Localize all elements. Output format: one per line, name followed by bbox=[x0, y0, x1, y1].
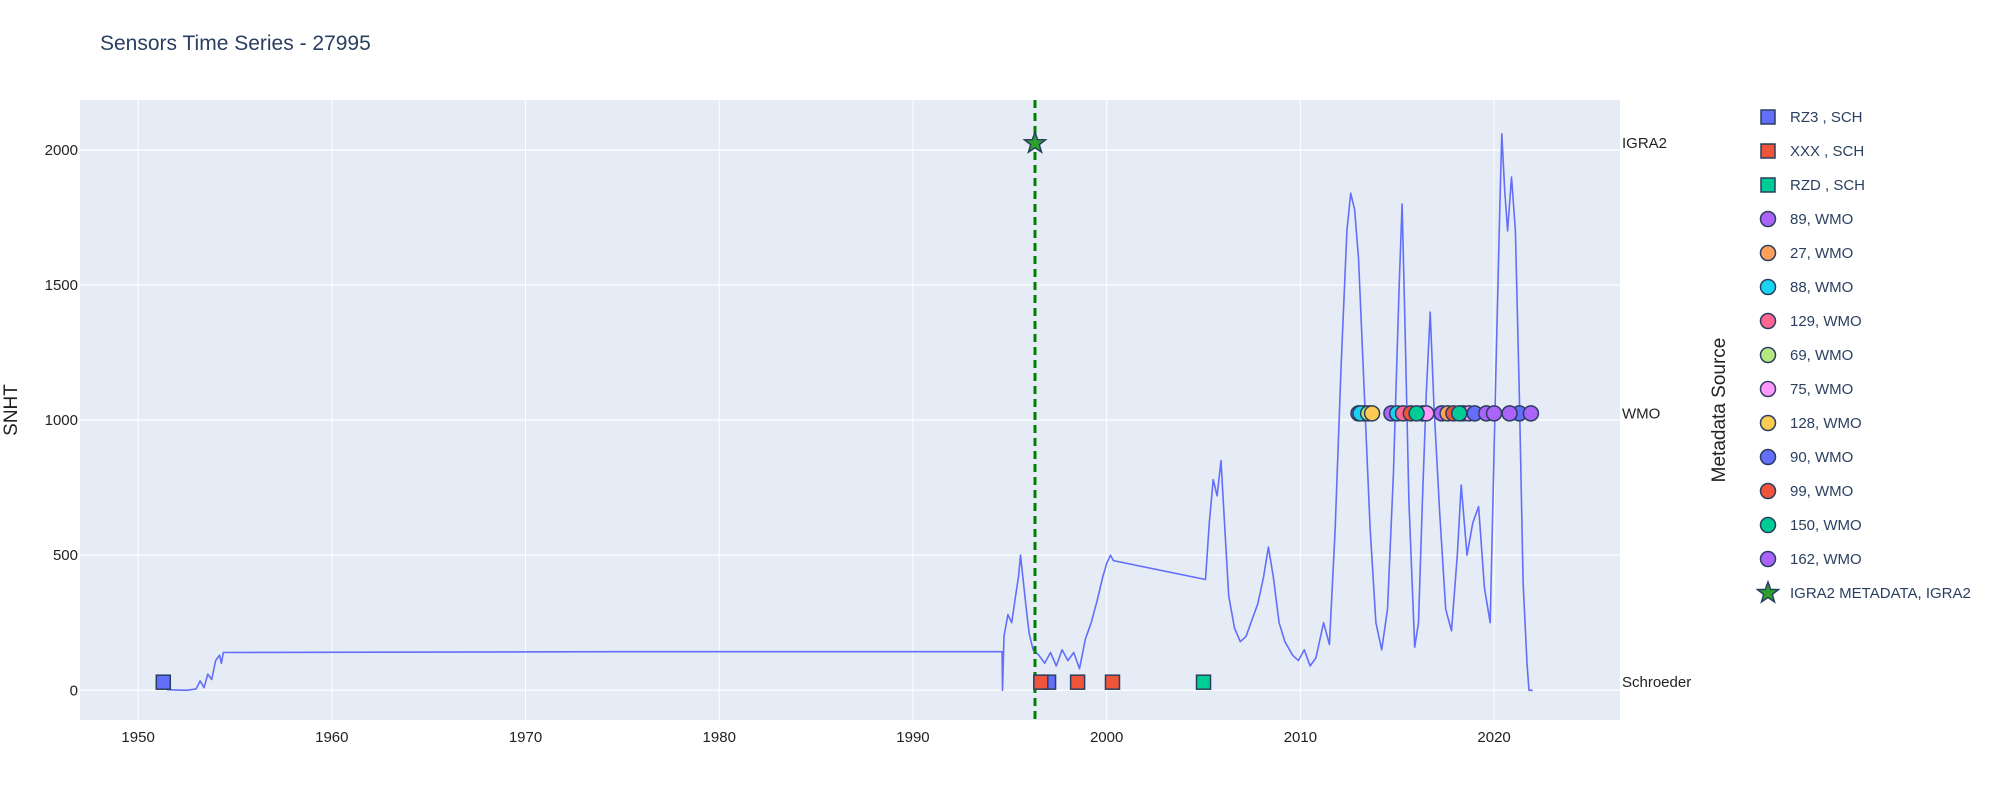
right-axis-title: Metadata Source bbox=[1709, 338, 1730, 483]
legend-label: 99, WMO bbox=[1790, 483, 1853, 500]
x-tick-label: 2020 bbox=[1477, 729, 1510, 746]
legend-label: RZD , SCH bbox=[1790, 177, 1865, 194]
legend-label: 69, WMO bbox=[1790, 347, 1853, 364]
y-tick-label: 0 bbox=[70, 682, 78, 699]
schroeder-marker bbox=[1033, 674, 1049, 690]
star-legend-symbol bbox=[1755, 579, 1781, 604]
legend-item[interactable]: 129, WMO bbox=[1759, 312, 1862, 330]
circle-legend-symbol bbox=[1759, 312, 1777, 330]
legend-item[interactable]: IGRA2 METADATA, IGRA2 bbox=[1755, 579, 1971, 604]
legend-label: 129, WMO bbox=[1790, 313, 1862, 330]
circle-legend-symbol bbox=[1759, 278, 1777, 296]
circle-legend-symbol bbox=[1759, 346, 1777, 364]
y-tick-label: 2000 bbox=[45, 142, 78, 159]
x-axis-ticks: 1950 1960 1970 1980 1990 2000 2010 2020 bbox=[121, 729, 1510, 746]
circle-legend-symbol bbox=[1759, 244, 1777, 262]
x-tick-label: 1950 bbox=[121, 729, 154, 746]
legend-item[interactable]: XXX , SCH bbox=[1760, 143, 1864, 160]
x-tick-label: 1990 bbox=[896, 729, 929, 746]
legend-item[interactable]: RZD , SCH bbox=[1760, 177, 1865, 194]
circle-legend-symbol bbox=[1759, 210, 1777, 228]
right-tick-label: WMO bbox=[1622, 405, 1660, 422]
legend-label: 128, WMO bbox=[1790, 415, 1862, 432]
y-tick-label: 1000 bbox=[45, 412, 78, 429]
legend-item[interactable]: 69, WMO bbox=[1759, 346, 1854, 364]
right-tick-label: IGRA2 bbox=[1622, 135, 1667, 152]
legend-item[interactable]: 150, WMO bbox=[1759, 516, 1862, 534]
legend-label: IGRA2 METADATA, IGRA2 bbox=[1790, 585, 1971, 602]
legend-item[interactable]: 90, WMO bbox=[1759, 448, 1854, 466]
circle-legend-symbol bbox=[1759, 482, 1777, 500]
legend-item[interactable]: 128, WMO bbox=[1759, 414, 1862, 432]
wmo-marker bbox=[1450, 405, 1468, 422]
legend-label: 162, WMO bbox=[1790, 551, 1862, 568]
x-tick-label: 1960 bbox=[315, 729, 348, 746]
legend: RZ3 , SCH XXX , SCH RZD , SCH 89, WMO 27, WM… bbox=[1755, 109, 1971, 604]
legend-item[interactable]: RZ3 , SCH bbox=[1760, 109, 1863, 126]
schroeder-marker bbox=[155, 674, 172, 690]
legend-item[interactable]: 99, WMO bbox=[1759, 482, 1854, 500]
igra2-metadata-marker bbox=[1022, 129, 1048, 154]
snht-series-line bbox=[162, 133, 1533, 692]
legend-item[interactable]: 162, WMO bbox=[1759, 550, 1862, 568]
legend-item[interactable]: 27, WMO bbox=[1759, 244, 1854, 262]
y-axis-title: SNHT bbox=[1, 384, 22, 436]
legend-label: 27, WMO bbox=[1790, 245, 1853, 262]
square-legend-symbol bbox=[1760, 143, 1776, 159]
y-axis-ticks: 0 500 1000 1500 2000 bbox=[45, 142, 78, 699]
x-tick-label: 1970 bbox=[509, 729, 542, 746]
y-tick-label: 1500 bbox=[45, 277, 78, 294]
right-axis-ticks: IGRA2 WMO Schroeder bbox=[1622, 135, 1691, 691]
y-tick-label: 500 bbox=[53, 547, 78, 564]
legend-label: 90, WMO bbox=[1790, 449, 1853, 466]
wmo-marker bbox=[1501, 405, 1518, 422]
series-layer bbox=[162, 133, 1533, 692]
wmo-marker bbox=[1522, 405, 1540, 422]
chart-title: Sensors Time Series - 27995 bbox=[100, 32, 371, 55]
marker-layer bbox=[155, 129, 1540, 690]
wmo-marker bbox=[1485, 405, 1503, 422]
circle-legend-symbol bbox=[1759, 414, 1777, 432]
circle-legend-symbol bbox=[1759, 448, 1777, 466]
circle-legend-symbol bbox=[1759, 516, 1777, 534]
legend-label: 89, WMO bbox=[1790, 211, 1853, 228]
legend-label: 75, WMO bbox=[1790, 381, 1853, 398]
square-legend-symbol bbox=[1760, 177, 1776, 193]
x-tick-label: 1980 bbox=[703, 729, 736, 746]
legend-item[interactable]: 88, WMO bbox=[1759, 278, 1854, 296]
x-tick-label: 2000 bbox=[1090, 729, 1123, 746]
legend-label: XXX , SCH bbox=[1790, 143, 1864, 160]
legend-item[interactable]: 75, WMO bbox=[1759, 380, 1854, 398]
legend-label: 88, WMO bbox=[1790, 279, 1853, 296]
legend-label: RZ3 , SCH bbox=[1790, 109, 1863, 126]
schroeder-marker bbox=[1104, 674, 1121, 690]
square-legend-symbol bbox=[1760, 109, 1776, 125]
right-tick-label: Schroeder bbox=[1622, 674, 1691, 691]
wmo-marker bbox=[1408, 405, 1425, 422]
schroeder-marker bbox=[1069, 674, 1086, 690]
legend-label: 150, WMO bbox=[1790, 517, 1862, 534]
legend-item[interactable]: 89, WMO bbox=[1759, 210, 1854, 228]
schroeder-marker bbox=[1195, 674, 1212, 690]
circle-legend-symbol bbox=[1759, 380, 1777, 398]
wmo-marker bbox=[1363, 405, 1381, 422]
circle-legend-symbol bbox=[1759, 550, 1777, 568]
x-tick-label: 2010 bbox=[1284, 729, 1317, 746]
